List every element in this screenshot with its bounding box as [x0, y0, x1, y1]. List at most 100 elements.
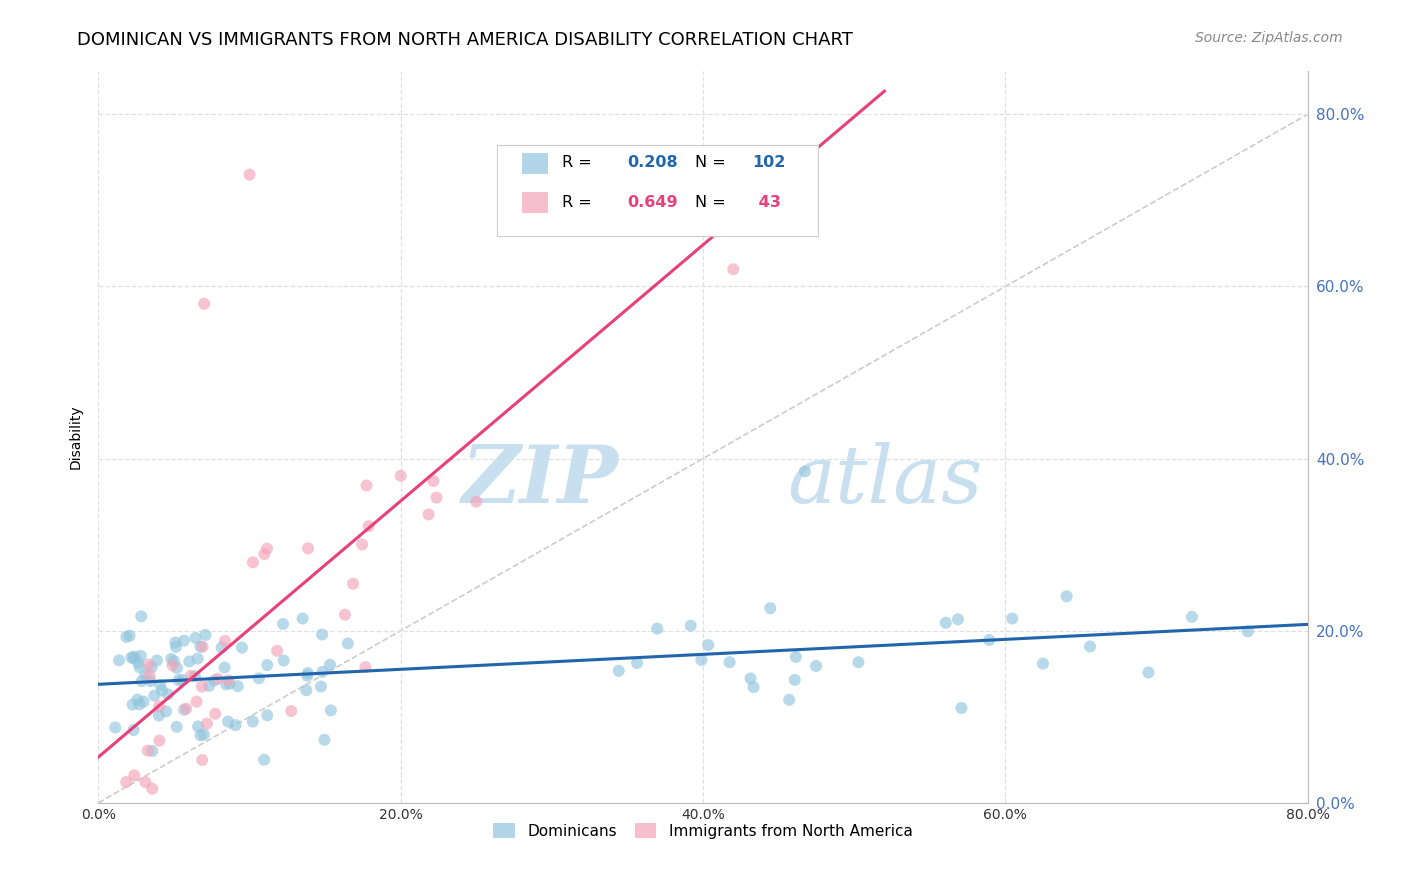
- Point: [115, 630, 138, 644]
- Text: R =: R =: [561, 194, 596, 210]
- Point: [167, 673, 190, 688]
- Point: [935, 615, 957, 630]
- Point: [160, 652, 183, 666]
- Point: [127, 692, 149, 706]
- Point: [215, 677, 238, 691]
- Point: [1001, 611, 1024, 625]
- Point: [165, 635, 187, 649]
- Point: [184, 631, 207, 645]
- Point: [295, 683, 318, 698]
- Point: [191, 680, 214, 694]
- Point: [273, 653, 295, 667]
- Point: [389, 468, 412, 483]
- Text: R =: R =: [561, 155, 596, 170]
- Point: [214, 634, 236, 648]
- Point: [225, 718, 247, 732]
- FancyBboxPatch shape: [522, 153, 548, 174]
- Text: ZIP: ZIP: [461, 442, 619, 520]
- Point: [139, 674, 162, 689]
- Point: [174, 701, 197, 715]
- Point: [297, 666, 319, 681]
- Point: [242, 555, 264, 569]
- Point: [804, 659, 827, 673]
- Point: [127, 656, 149, 670]
- Point: [149, 678, 172, 692]
- Point: [218, 673, 240, 688]
- Point: [134, 775, 156, 789]
- Point: [679, 618, 702, 632]
- Point: [141, 660, 163, 674]
- Point: [204, 706, 226, 721]
- Point: [1032, 657, 1054, 671]
- Legend: Dominicans, Immigrants from North America: Dominicans, Immigrants from North Americ…: [486, 815, 920, 847]
- Point: [723, 262, 745, 277]
- Point: [242, 714, 264, 729]
- Point: [173, 633, 195, 648]
- Point: [155, 705, 177, 719]
- Point: [148, 708, 170, 723]
- Text: N =: N =: [695, 155, 730, 170]
- Point: [146, 653, 169, 667]
- Point: [253, 547, 276, 561]
- Point: [166, 661, 188, 675]
- Point: [190, 640, 212, 654]
- Point: [179, 655, 201, 669]
- Point: [204, 673, 226, 688]
- Point: [136, 744, 159, 758]
- Point: [165, 640, 187, 654]
- Text: atlas: atlas: [787, 442, 983, 520]
- Point: [141, 781, 163, 796]
- Point: [295, 668, 318, 682]
- Point: [256, 708, 278, 723]
- Point: [239, 168, 262, 182]
- Point: [645, 622, 668, 636]
- Point: [309, 680, 332, 694]
- Point: [104, 721, 127, 735]
- Point: [194, 628, 217, 642]
- Text: 43: 43: [752, 194, 780, 210]
- Point: [778, 692, 800, 706]
- Point: [226, 679, 249, 693]
- Point: [198, 679, 221, 693]
- Point: [354, 660, 377, 674]
- Point: [333, 607, 356, 622]
- Text: DOMINICAN VS IMMIGRANTS FROM NORTH AMERICA DISABILITY CORRELATION CHART: DOMINICAN VS IMMIGRANTS FROM NORTH AMERI…: [77, 31, 853, 49]
- Point: [187, 719, 209, 733]
- Point: [291, 611, 314, 625]
- Point: [187, 651, 209, 665]
- Point: [118, 629, 141, 643]
- Point: [247, 671, 270, 685]
- Point: [271, 617, 294, 632]
- Point: [207, 672, 229, 686]
- Point: [214, 660, 236, 674]
- Point: [195, 716, 218, 731]
- Point: [740, 672, 762, 686]
- Point: [231, 640, 253, 655]
- Point: [1137, 665, 1160, 680]
- Text: 0.208: 0.208: [627, 155, 678, 170]
- Point: [793, 465, 815, 479]
- Point: [148, 699, 170, 714]
- Point: [314, 732, 336, 747]
- Point: [172, 673, 194, 687]
- Point: [759, 601, 782, 615]
- Point: [211, 640, 233, 655]
- Point: [218, 676, 240, 690]
- Point: [280, 704, 302, 718]
- Point: [132, 695, 155, 709]
- Point: [122, 649, 145, 664]
- Point: [108, 653, 131, 667]
- Point: [115, 775, 138, 789]
- Point: [256, 541, 278, 556]
- Point: [184, 669, 207, 683]
- Point: [193, 296, 215, 310]
- Point: [311, 665, 333, 679]
- Point: [120, 650, 142, 665]
- Point: [138, 668, 160, 682]
- Point: [697, 638, 720, 652]
- Point: [187, 807, 209, 822]
- Point: [357, 519, 380, 533]
- Point: [297, 541, 319, 556]
- Point: [342, 576, 364, 591]
- Point: [131, 674, 153, 689]
